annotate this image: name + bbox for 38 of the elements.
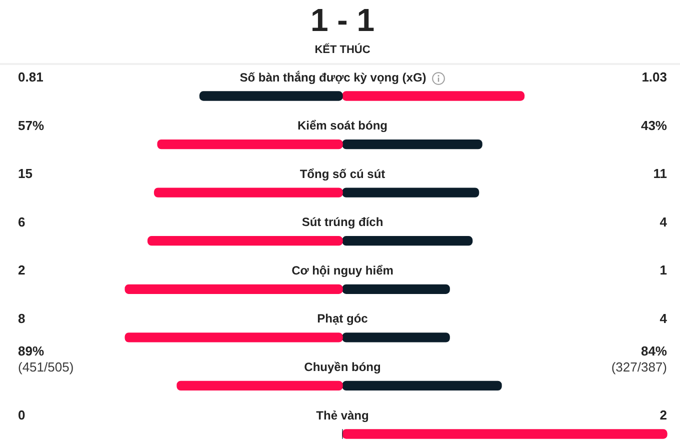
bar <box>124 284 343 294</box>
y-tick-label: Phạt góc <box>317 312 368 326</box>
bar <box>124 332 343 342</box>
text: 8 <box>18 311 26 326</box>
chart-title: 1 - 1 <box>310 2 375 38</box>
y-tick-label: Thẻ vàng <box>316 408 369 422</box>
y-tick-label: Sút trúng đích <box>302 215 384 230</box>
annotation: 84% (327/387) <box>611 343 668 374</box>
y-tick-label: Chuyền bóng <box>304 360 381 374</box>
text: 15 <box>18 166 32 182</box>
bar <box>342 284 450 294</box>
bar <box>342 188 480 198</box>
bar <box>342 332 450 342</box>
bar <box>342 139 482 150</box>
annotation: 2 <box>660 408 667 423</box>
annotation: 1.03 <box>642 70 667 85</box>
annotation: 4 <box>660 311 668 326</box>
annotation: 43% <box>640 118 668 133</box>
text: 2 <box>18 262 26 278</box>
bar <box>342 380 502 391</box>
annotation: 11 <box>653 166 667 182</box>
y-tick-label: Kiểm soát bóng <box>297 118 388 133</box>
text: 0.81 <box>18 70 44 85</box>
bar <box>342 236 473 246</box>
text: 57% <box>18 118 44 133</box>
y-tick-label: Số bàn thắng được kỳ vọng (xG) <box>240 70 426 84</box>
y-tick-label: Cơ hội nguy hiểm <box>292 263 394 278</box>
chart-subtitle: KẾT THÚC <box>314 43 370 56</box>
bar <box>157 139 343 150</box>
text: 0 <box>18 408 26 423</box>
y-tick-label: Tổng số cú sút <box>300 166 386 181</box>
annotation: 1 <box>660 262 667 278</box>
text: 89% (451/505) <box>18 343 74 374</box>
bar <box>154 188 343 198</box>
text: 6 <box>18 214 26 230</box>
bar <box>147 236 343 246</box>
annotation: 4 <box>660 214 668 230</box>
bar <box>176 380 343 391</box>
